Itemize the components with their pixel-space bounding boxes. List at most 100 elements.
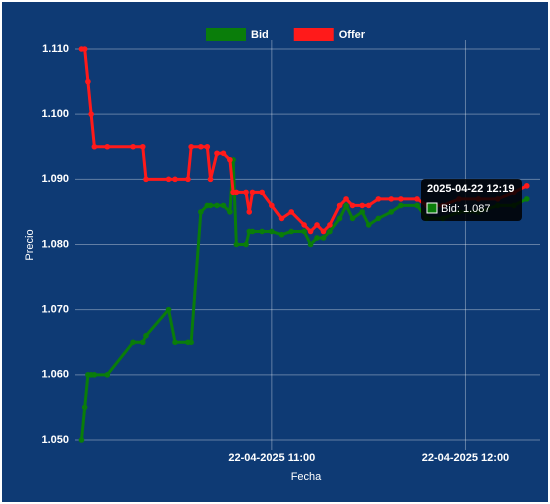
y-tick-label: 1.100 [41,108,69,120]
data-point [359,202,365,209]
data-point [327,222,333,228]
data-point [259,189,265,196]
legend-label: Offer [339,29,366,41]
data-point [81,46,88,52]
data-point [359,209,365,215]
tooltip: 2025-04-22 12:19 Bid: 1.087 [421,179,522,221]
data-point [365,222,372,228]
data-point [523,196,530,202]
data-point [188,143,194,150]
data-point [198,209,204,215]
y-tick-label: 1.050 [41,434,69,446]
data-point [288,209,295,215]
data-point [343,196,349,202]
data-point [307,228,314,235]
data-point [388,196,395,202]
data-point [314,235,320,241]
data-point [365,202,372,209]
data-point [388,209,395,215]
data-point [165,306,172,313]
data-point [336,215,343,222]
legend-label: Bid [251,29,269,41]
data-point [85,78,91,85]
data-point [269,228,275,235]
data-point [139,143,146,150]
data-point [104,372,111,378]
data-point [104,143,111,150]
data-point [243,189,249,196]
data-point [139,339,146,346]
data-point [523,183,530,189]
data-point [227,156,233,163]
data-point [188,339,194,346]
legend-swatch [206,28,246,41]
y-axis-label: Precio [24,229,36,260]
data-point [278,231,285,238]
data-point [327,228,333,235]
data-point [214,150,220,157]
tooltip-box [421,179,522,221]
data-point [375,215,382,222]
data-point [336,202,343,209]
data-point [233,189,240,196]
data-point [88,111,94,117]
data-point [249,228,256,235]
data-point [414,202,420,209]
data-point [143,176,149,183]
data-point [227,209,233,215]
data-point [269,202,275,209]
data-point [398,202,404,209]
data-point [301,228,307,235]
data-point [172,339,178,346]
y-tick-label: 1.110 [42,43,69,55]
data-point [185,176,191,183]
data-point [207,202,214,209]
data-point [204,143,211,150]
tooltip-label: Bid: 1.087 [441,203,491,215]
data-point [278,215,285,222]
x-axis-label: Fecha [291,471,322,483]
data-point [220,150,227,157]
data-point [349,202,356,209]
y-tick-label: 1.070 [41,304,69,316]
data-point [246,209,253,215]
data-point [414,196,420,202]
data-point [81,404,88,411]
x-tick-label: 22-04-2025 12:00 [422,452,509,464]
data-point [143,332,149,339]
data-point [314,222,320,228]
tooltip-swatch [426,202,438,214]
data-point [130,143,136,150]
data-point [172,176,178,183]
data-point [343,202,349,209]
y-tick-label: 1.080 [41,238,69,250]
data-point [301,222,307,228]
data-point [91,372,98,378]
data-point [320,228,327,235]
data-point [349,215,356,222]
data-point [259,228,265,235]
data-point [288,228,295,235]
data-point [320,235,327,241]
data-point [307,241,314,248]
data-point [207,176,214,183]
legend-swatch [293,28,334,41]
y-tick-label: 1.060 [41,369,69,381]
data-point [243,241,249,248]
data-point [398,196,404,202]
data-point [130,339,136,346]
data-point [165,176,172,183]
data-point [249,189,256,196]
data-point [233,241,240,248]
data-point [78,437,85,443]
data-point [91,143,98,150]
y-tick-label: 1.090 [41,173,69,185]
x-tick-label: 22-04-2025 11:00 [228,452,315,464]
data-point [214,202,220,209]
data-point [220,202,227,209]
data-point [375,196,382,202]
tooltip-title: 2025-04-22 12:19 [427,183,514,195]
